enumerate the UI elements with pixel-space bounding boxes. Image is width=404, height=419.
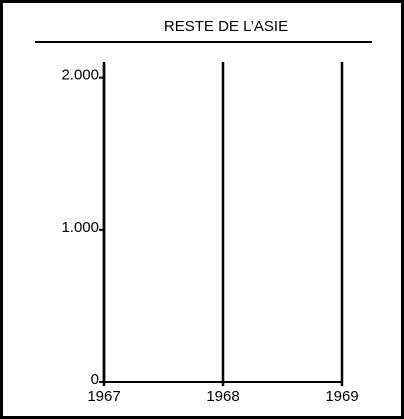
x-tick-label: 1969 xyxy=(325,388,358,405)
chart-title: RESTE DE L’ASIE xyxy=(164,18,288,35)
y-tick-label: 1.000 xyxy=(61,219,99,236)
y-tick-label: 2.000 xyxy=(61,67,99,84)
x-tick-label: 1967 xyxy=(87,388,120,405)
x-tick-label: 1968 xyxy=(206,388,239,405)
y-tick-label: 0 xyxy=(91,371,99,388)
